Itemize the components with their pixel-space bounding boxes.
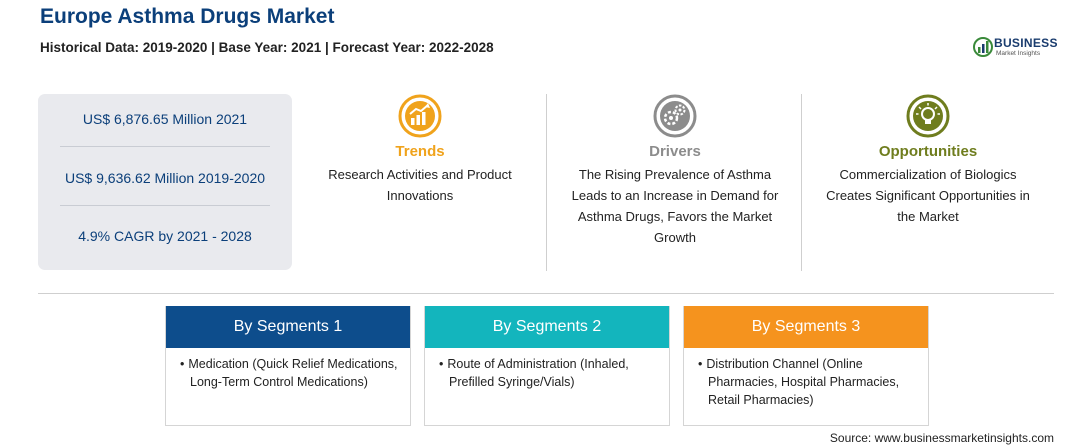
logo-name: BUSINESS [994, 36, 1058, 50]
segment-card-2: By Segments 2 • Route of Administration (… [424, 306, 670, 426]
segment-2-line: Route of Administration (Inhaled, [447, 357, 629, 371]
bullet: • [439, 357, 444, 371]
stat-market-value-historical: US$ 9,636.62 Million 2019-2020 [64, 170, 266, 186]
segment-3-line: Pharmacies, Hospital Pharmacies, [708, 375, 900, 389]
segment-2-body: • Route of Administration (Inhaled, Prefi… [425, 348, 669, 391]
trends-line: Research Activities and Product [328, 167, 512, 182]
opportunities-line: Commercialization of Biologics [839, 167, 1017, 182]
opportunities-description: Commercialization of Biologics Creates S… [806, 164, 1050, 227]
trends-title: Trends [395, 143, 445, 160]
segment-1-line: Medication (Quick Relief Medications, [188, 357, 398, 371]
divider [60, 146, 270, 147]
drivers-description: The Rising Prevalence of Asthma Leads to… [553, 164, 797, 248]
source-citation: Source: www.businessmarketinsights.com [829, 431, 1054, 445]
vertical-divider [801, 94, 802, 271]
segment-3-title: By Segments 3 [684, 306, 928, 348]
company-logo: BUSINESS Market Insights [972, 34, 1062, 64]
segment-1-line: Long-Term Control Medications) [190, 375, 368, 389]
drivers-line: Asthma Drugs, Favors the Market [577, 209, 773, 224]
trends-line: Innovations [386, 188, 454, 203]
page-title: Europe Asthma Drugs Market [40, 5, 335, 28]
page-subtitle: Historical Data: 2019-2020 | Base Year: … [40, 40, 494, 55]
gears-icon [653, 94, 697, 138]
opportunities-card: Opportunities Commercialization of Biolo… [806, 94, 1050, 227]
segment-card-3: By Segments 3 • Distribution Channel (Onl… [683, 306, 929, 426]
opportunities-line: Creates Significant Opportunities in [826, 188, 1030, 203]
stat-cagr: 4.9% CAGR by 2021 - 2028 [78, 228, 252, 244]
vertical-divider [546, 94, 547, 271]
divider [60, 205, 270, 206]
horizontal-divider [38, 293, 1054, 294]
segment-2-title: By Segments 2 [425, 306, 669, 348]
segment-3-line: Distribution Channel (Online [706, 357, 863, 371]
drivers-title: Drivers [649, 143, 701, 160]
segment-card-1: By Segments 1 • Medication (Quick Relief … [165, 306, 411, 426]
logo-tagline: Market Insights [996, 50, 1041, 57]
segment-1-body: • Medication (Quick Relief Medications, L… [166, 348, 410, 391]
trends-description: Research Activities and Product Innovati… [300, 164, 540, 206]
logo-globe-icon [973, 37, 993, 57]
segment-2-line: Prefilled Syringe/Vials) [449, 375, 575, 389]
opportunities-line: the Market [897, 209, 959, 224]
drivers-card: Drivers The Rising Prevalence of Asthma … [553, 94, 797, 248]
trend-chart-icon [398, 94, 442, 138]
segment-3-line: Retail Pharmacies) [708, 393, 814, 407]
drivers-line: The Rising Prevalence of Asthma [578, 167, 772, 182]
bullet: • [180, 357, 185, 371]
drivers-line: Leads to an Increase in Demand for [571, 188, 779, 203]
stats-panel: US$ 6,876.65 Million 2021 US$ 9,636.62 M… [38, 94, 292, 270]
stat-market-value-2021: US$ 6,876.65 Million 2021 [82, 111, 248, 127]
segment-3-body: • Distribution Channel (Online Pharmacies… [684, 348, 928, 409]
opportunities-title: Opportunities [878, 143, 978, 160]
bullet: • [698, 357, 703, 371]
lightbulb-icon [906, 94, 950, 138]
drivers-line: Growth [654, 230, 696, 245]
trends-card: Trends Research Activities and Product I… [300, 94, 540, 206]
segment-1-title: By Segments 1 [166, 306, 410, 348]
